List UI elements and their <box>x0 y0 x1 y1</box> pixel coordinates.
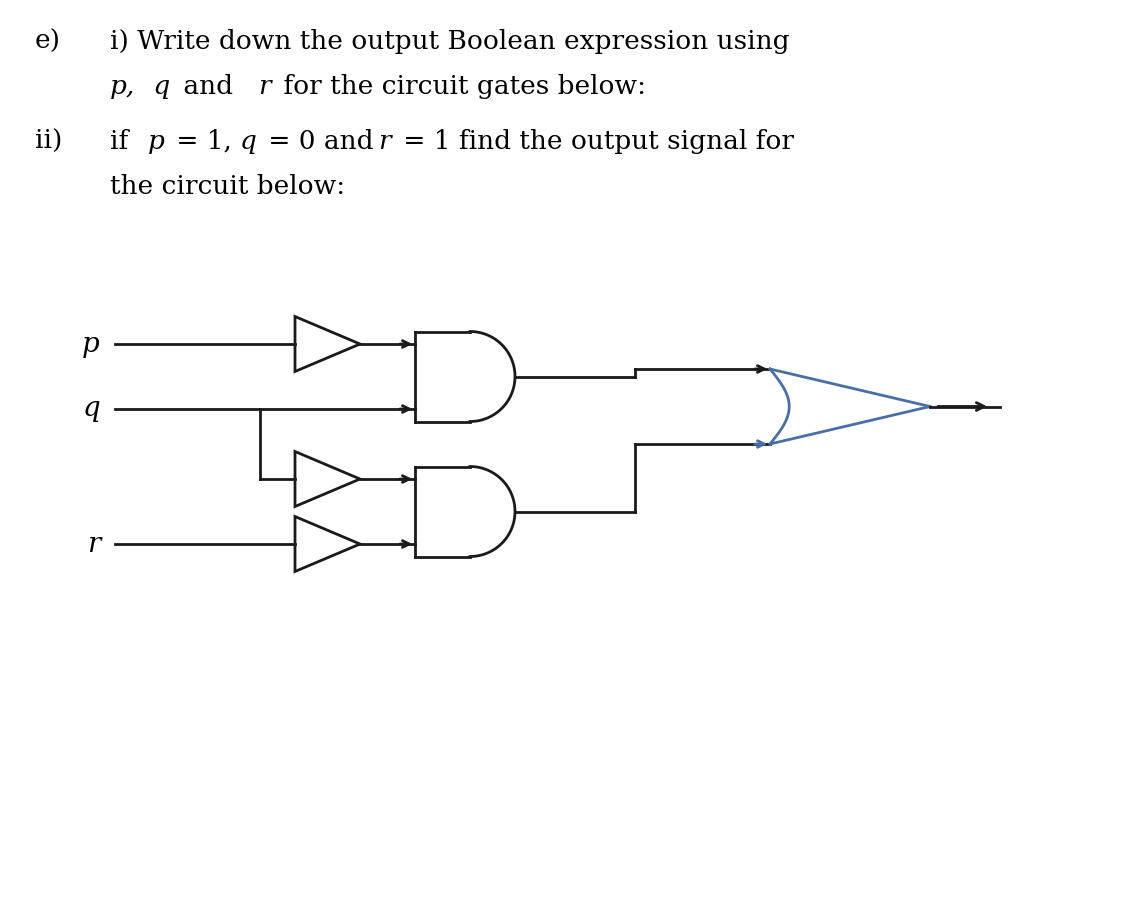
Text: r: r <box>378 129 390 154</box>
Text: ii): ii) <box>35 129 62 154</box>
Text: and: and <box>176 74 242 99</box>
Text: p: p <box>82 331 100 358</box>
Text: r: r <box>87 530 100 557</box>
Text: e): e) <box>35 29 61 54</box>
Text: = 1 find the output signal for: = 1 find the output signal for <box>395 129 794 154</box>
Text: p,: p, <box>110 74 135 99</box>
Text: for the circuit gates below:: for the circuit gates below: <box>274 74 646 99</box>
Text: q: q <box>82 396 100 423</box>
Text: q: q <box>145 74 170 99</box>
Text: p: p <box>148 129 165 154</box>
Text: r: r <box>258 74 271 99</box>
Text: i) Write down the output Boolean expression using: i) Write down the output Boolean express… <box>110 29 790 54</box>
Text: the circuit below:: the circuit below: <box>110 174 345 199</box>
Text: if: if <box>110 129 136 154</box>
Text: = 1,: = 1, <box>168 129 241 154</box>
Text: q: q <box>240 129 256 154</box>
Text: = 0 and: = 0 and <box>260 129 381 154</box>
